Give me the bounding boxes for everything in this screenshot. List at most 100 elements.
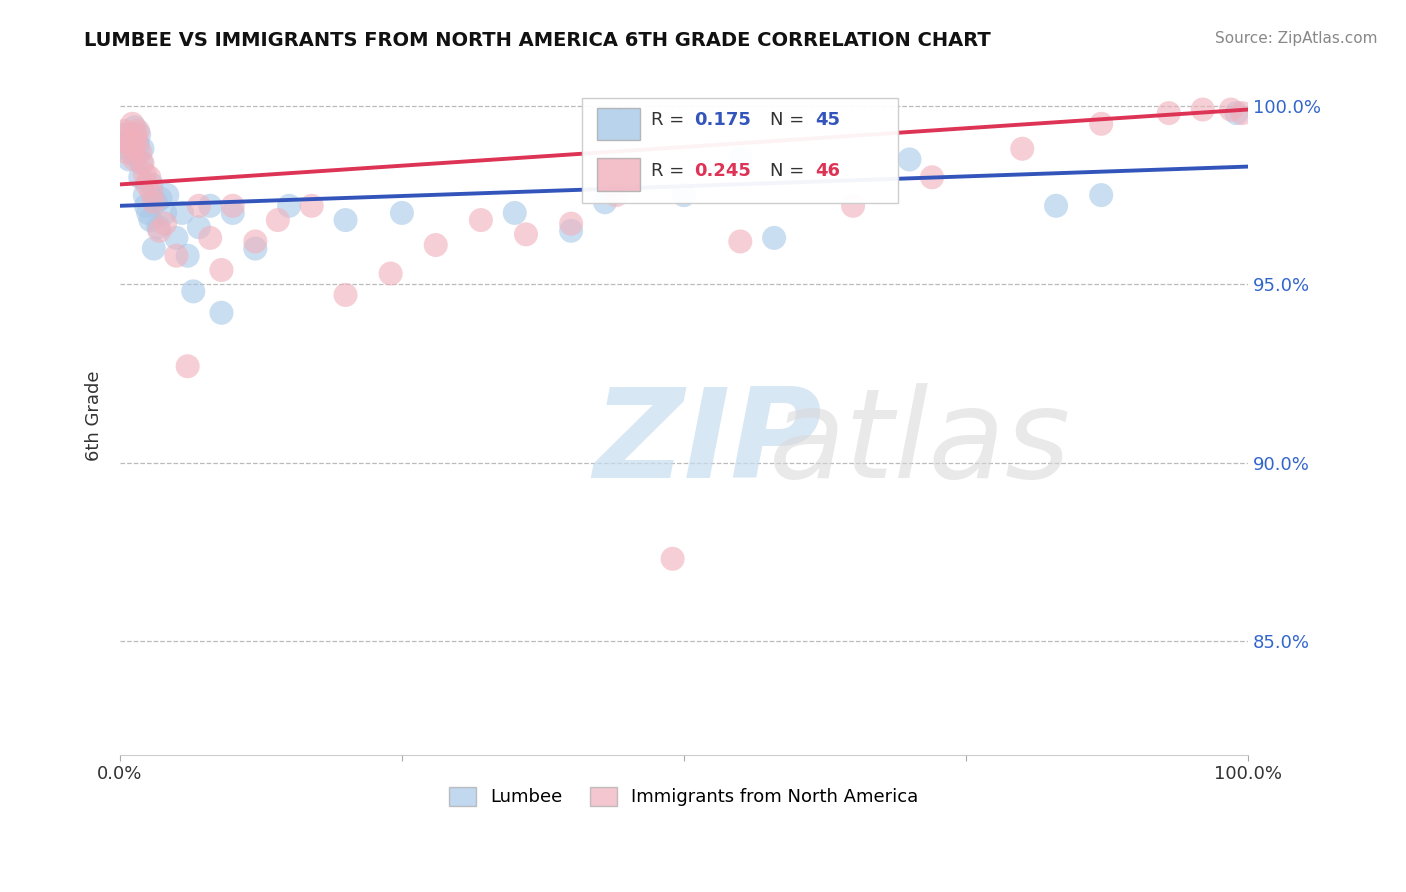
Point bbox=[125, 135, 148, 149]
Point bbox=[148, 224, 170, 238]
Point bbox=[1219, 103, 1241, 117]
Point bbox=[131, 156, 153, 170]
Point bbox=[134, 188, 156, 202]
Point bbox=[211, 263, 233, 277]
Point bbox=[1191, 103, 1213, 117]
Point bbox=[145, 195, 167, 210]
Point bbox=[380, 267, 402, 281]
Point bbox=[120, 138, 142, 153]
Text: 0.245: 0.245 bbox=[695, 162, 751, 180]
Point bbox=[470, 213, 492, 227]
Point bbox=[114, 124, 136, 138]
Point bbox=[149, 192, 172, 206]
Point bbox=[1090, 188, 1112, 202]
Point bbox=[127, 124, 149, 138]
Point bbox=[153, 217, 176, 231]
Point bbox=[176, 249, 198, 263]
Y-axis label: 6th Grade: 6th Grade bbox=[86, 371, 103, 461]
Point bbox=[301, 199, 323, 213]
Point bbox=[122, 142, 145, 156]
Point bbox=[121, 117, 143, 131]
Point bbox=[111, 135, 134, 149]
Point bbox=[131, 142, 153, 156]
Point bbox=[141, 185, 163, 199]
Point bbox=[125, 128, 148, 142]
Point bbox=[222, 199, 245, 213]
Point bbox=[1225, 106, 1247, 120]
Point bbox=[165, 249, 187, 263]
Point bbox=[198, 199, 221, 213]
Point bbox=[148, 220, 170, 235]
Point bbox=[1090, 117, 1112, 131]
Point bbox=[730, 235, 752, 249]
Point bbox=[176, 359, 198, 374]
Point bbox=[134, 167, 156, 181]
Point bbox=[129, 170, 152, 185]
Point bbox=[921, 170, 943, 185]
Point bbox=[503, 206, 526, 220]
Point bbox=[763, 231, 786, 245]
Point bbox=[672, 188, 695, 202]
Point bbox=[124, 120, 146, 135]
Point bbox=[139, 213, 162, 227]
Point bbox=[118, 153, 141, 167]
Point bbox=[187, 220, 209, 235]
Point bbox=[335, 213, 357, 227]
Point bbox=[181, 285, 204, 299]
FancyBboxPatch shape bbox=[598, 158, 640, 191]
Text: N =: N = bbox=[769, 162, 810, 180]
Point bbox=[120, 131, 142, 145]
Point bbox=[211, 306, 233, 320]
Point bbox=[842, 199, 865, 213]
Text: atlas: atlas bbox=[769, 383, 1070, 504]
Point bbox=[138, 170, 160, 185]
Text: R =: R = bbox=[651, 162, 690, 180]
Point bbox=[131, 156, 153, 170]
Point bbox=[425, 238, 447, 252]
Point bbox=[128, 128, 150, 142]
Point bbox=[278, 199, 301, 213]
Point bbox=[1230, 106, 1253, 120]
Legend: Lumbee, Immigrants from North America: Lumbee, Immigrants from North America bbox=[441, 780, 927, 814]
Text: 45: 45 bbox=[814, 112, 839, 129]
Point bbox=[129, 145, 152, 160]
Point bbox=[245, 235, 267, 249]
Point bbox=[156, 188, 179, 202]
Point bbox=[898, 153, 921, 167]
FancyBboxPatch shape bbox=[582, 98, 898, 202]
Point bbox=[187, 199, 209, 213]
Point bbox=[605, 188, 627, 202]
Point bbox=[198, 231, 221, 245]
Point bbox=[391, 206, 413, 220]
Point bbox=[115, 145, 138, 160]
Text: LUMBEE VS IMMIGRANTS FROM NORTH AMERICA 6TH GRADE CORRELATION CHART: LUMBEE VS IMMIGRANTS FROM NORTH AMERICA … bbox=[84, 31, 991, 50]
Text: ZIP: ZIP bbox=[593, 383, 823, 504]
Point bbox=[124, 153, 146, 167]
Point bbox=[560, 217, 582, 231]
Point bbox=[136, 206, 159, 220]
Point bbox=[122, 135, 145, 149]
Point bbox=[142, 195, 165, 210]
Point bbox=[165, 231, 187, 245]
Point bbox=[593, 195, 616, 210]
Point bbox=[560, 224, 582, 238]
Point bbox=[515, 227, 537, 242]
Point bbox=[1157, 106, 1180, 120]
Point bbox=[222, 206, 245, 220]
Point bbox=[153, 206, 176, 220]
Point bbox=[730, 153, 752, 167]
Point bbox=[1011, 142, 1033, 156]
Point bbox=[170, 206, 193, 220]
Point bbox=[127, 138, 149, 153]
Point bbox=[136, 178, 159, 192]
Point bbox=[661, 551, 683, 566]
Text: 0.175: 0.175 bbox=[695, 112, 751, 129]
FancyBboxPatch shape bbox=[598, 108, 640, 140]
Text: R =: R = bbox=[651, 112, 690, 129]
Point bbox=[142, 242, 165, 256]
Point bbox=[135, 199, 157, 213]
Point bbox=[115, 142, 138, 156]
Text: 46: 46 bbox=[814, 162, 839, 180]
Text: N =: N = bbox=[769, 112, 810, 129]
Point bbox=[245, 242, 267, 256]
